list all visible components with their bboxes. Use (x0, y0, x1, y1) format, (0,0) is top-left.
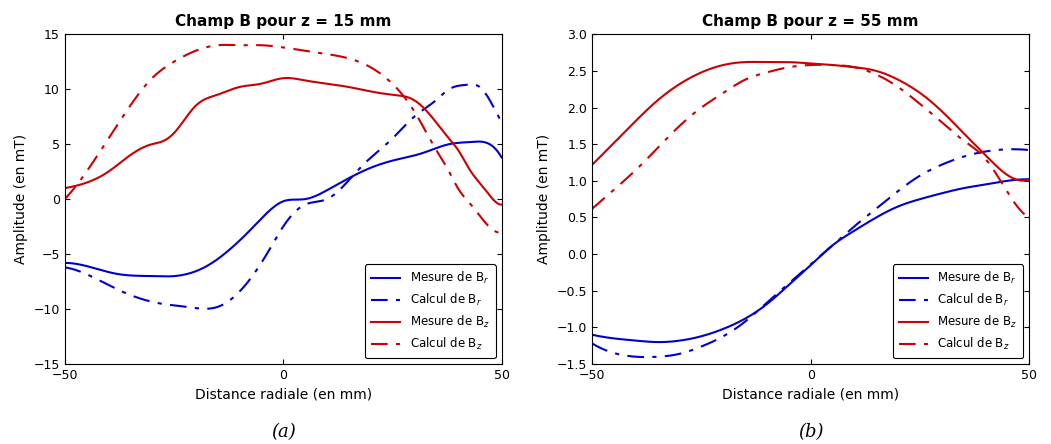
Legend: Mesure de B$_r$, Calcul de B$_r$, Mesure de B$_z$, Calcul de B$_z$: Mesure de B$_r$, Calcul de B$_r$, Mesure… (365, 264, 496, 358)
Mesure de B$_r$ (760, 302, 772, 307)
Calcul de B$_z$ (586, 206, 599, 211)
Mesure de B$_r$ (586, 332, 599, 337)
Calcul de B$_r$ (586, 341, 599, 346)
Mesure de B$_r$ (159, 274, 171, 279)
Mesure de B$_z$ (728, 60, 741, 66)
Calcul de B$_z$ (59, 197, 71, 202)
Calcul de B$_r$ (199, 306, 211, 311)
Mesure de B$_z$ (111, 163, 124, 168)
Mesure de B$_z$ (586, 162, 599, 167)
Mesure de B$_z$ (334, 83, 347, 88)
Mesure de B$_z$ (903, 83, 915, 88)
X-axis label: Distance radiale (en mm): Distance radiale (en mm) (194, 388, 372, 401)
Line: Mesure de B$_z$: Mesure de B$_z$ (593, 62, 1029, 181)
Calcul de B$_z$ (495, 230, 508, 235)
Calcul de B$_r$ (59, 265, 71, 270)
Calcul de B$_r$ (466, 82, 478, 87)
X-axis label: Distance radiale (en mm): Distance radiale (en mm) (722, 388, 900, 401)
Line: Calcul de B$_z$: Calcul de B$_z$ (65, 45, 501, 233)
Calcul de B$_z$ (905, 94, 918, 99)
Mesure de B$_z$ (495, 202, 508, 207)
Calcul de B$_z$ (493, 230, 506, 235)
Mesure de B$_z$ (281, 75, 293, 81)
Calcul de B$_r$ (1023, 147, 1035, 153)
Mesure de B$_r$ (377, 161, 390, 166)
Mesure de B$_r$ (202, 263, 214, 268)
Title: Champ B pour z = 55 mm: Champ B pour z = 55 mm (702, 14, 919, 29)
Y-axis label: Amplitude (en mT): Amplitude (en mT) (14, 134, 28, 264)
Line: Calcul de B$_r$: Calcul de B$_r$ (593, 149, 1029, 357)
Text: (a): (a) (271, 424, 295, 441)
Line: Calcul de B$_r$: Calcul de B$_r$ (65, 84, 501, 309)
Calcul de B$_z$ (111, 123, 124, 128)
Mesure de B$_z$ (59, 186, 71, 191)
Mesure de B$_r$ (639, 339, 652, 344)
Calcul de B$_r$ (334, 186, 347, 191)
Mesure de B$_z$ (862, 67, 874, 72)
Line: Calcul de B$_z$: Calcul de B$_z$ (593, 65, 1029, 218)
Calcul de B$_z$ (639, 159, 652, 164)
Mesure de B$_z$ (1016, 178, 1029, 183)
Calcul de B$_z$ (232, 43, 245, 48)
Mesure de B$_r$ (862, 219, 874, 225)
Calcul de B$_r$ (862, 212, 874, 218)
Mesure de B$_r$ (905, 199, 918, 205)
Mesure de B$_z$ (760, 59, 772, 65)
Mesure de B$_r$ (1019, 177, 1032, 182)
Mesure de B$_r$ (653, 339, 665, 345)
Mesure de B$_r$ (111, 271, 124, 277)
Calcul de B$_z$ (728, 83, 741, 88)
Text: (b): (b) (798, 424, 823, 441)
Calcul de B$_r$ (905, 179, 918, 184)
Mesure de B$_z$ (639, 109, 652, 115)
Mesure de B$_z$ (1023, 177, 1035, 182)
Calcul de B$_z$ (759, 70, 771, 75)
Calcul de B$_r$ (111, 287, 124, 292)
Calcul de B$_z$ (815, 62, 827, 67)
Mesure de B$_z$ (201, 95, 213, 101)
Calcul de B$_z$ (903, 92, 915, 98)
Calcul de B$_r$ (377, 144, 390, 150)
Calcul de B$_z$ (862, 68, 874, 74)
Line: Mesure de B$_r$: Mesure de B$_r$ (65, 142, 501, 277)
Mesure de B$_r$ (59, 260, 71, 266)
Line: Mesure de B$_r$: Mesure de B$_r$ (593, 179, 1029, 342)
Calcul de B$_r$ (903, 180, 915, 186)
Mesure de B$_z$ (375, 91, 388, 96)
Calcul de B$_r$ (639, 354, 652, 360)
Calcul de B$_z$ (220, 42, 232, 48)
Calcul de B$_z$ (377, 73, 390, 79)
Calcul de B$_r$ (1007, 147, 1019, 152)
Title: Champ B pour z = 15 mm: Champ B pour z = 15 mm (174, 14, 391, 29)
Calcul de B$_r$ (729, 326, 742, 331)
Calcul de B$_r$ (232, 289, 245, 295)
Mesure de B$_r$ (334, 180, 347, 185)
Mesure de B$_r$ (375, 161, 388, 166)
Mesure de B$_z$ (905, 84, 918, 90)
Mesure de B$_z$ (377, 91, 390, 96)
Calcul de B$_z$ (375, 71, 388, 77)
Calcul de B$_r$ (640, 354, 653, 360)
Calcul de B$_r$ (202, 306, 214, 311)
Mesure de B$_r$ (472, 139, 485, 144)
Calcul de B$_z$ (1023, 215, 1035, 220)
Calcul de B$_z$ (201, 44, 213, 50)
Mesure de B$_r$ (1023, 177, 1035, 182)
Mesure de B$_z$ (747, 59, 760, 64)
Legend: Mesure de B$_r$, Calcul de B$_r$, Mesure de B$_z$, Calcul de B$_z$: Mesure de B$_r$, Calcul de B$_r$, Mesure… (892, 264, 1024, 358)
Y-axis label: Amplitude (en mT): Amplitude (en mT) (537, 134, 552, 264)
Calcul de B$_r$ (760, 301, 772, 306)
Calcul de B$_z$ (334, 54, 347, 59)
Line: Mesure de B$_z$: Mesure de B$_z$ (65, 78, 501, 205)
Calcul de B$_r$ (495, 119, 508, 125)
Mesure de B$_r$ (903, 200, 915, 205)
Mesure de B$_z$ (231, 85, 244, 90)
Mesure de B$_r$ (495, 155, 508, 160)
Calcul de B$_r$ (375, 146, 388, 151)
Mesure de B$_r$ (232, 239, 245, 244)
Mesure de B$_r$ (729, 321, 742, 326)
